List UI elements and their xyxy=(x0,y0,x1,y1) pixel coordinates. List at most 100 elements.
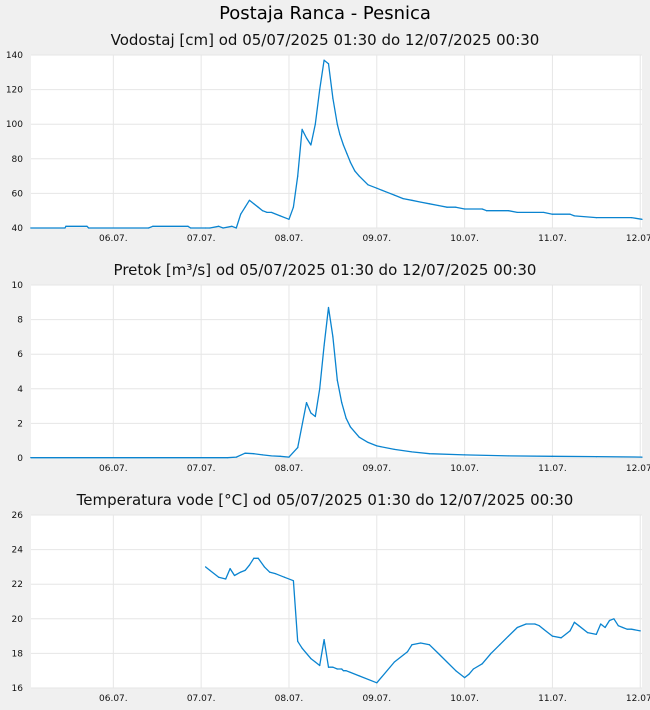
data-point xyxy=(622,626,624,629)
data-point xyxy=(341,668,343,670)
data-point xyxy=(349,161,352,163)
data-point xyxy=(297,447,299,449)
data-point xyxy=(346,153,348,155)
data-point xyxy=(358,175,360,177)
data-point xyxy=(569,630,571,632)
data-point xyxy=(349,426,352,428)
data-point xyxy=(283,576,286,578)
data-point xyxy=(235,456,237,458)
data-point xyxy=(367,441,369,444)
data-point xyxy=(204,227,207,229)
data-point xyxy=(573,215,575,217)
data-point xyxy=(292,206,294,208)
data-point xyxy=(630,217,633,219)
data-point xyxy=(490,652,492,655)
data-point xyxy=(262,210,264,212)
data-point xyxy=(269,571,271,573)
data-point xyxy=(586,632,589,634)
data-point xyxy=(516,626,518,629)
data-point xyxy=(292,580,294,582)
y-tick-label: 18 xyxy=(12,649,24,659)
data-point xyxy=(65,225,67,227)
data-point xyxy=(231,225,233,227)
x-tick-label: 10.07. xyxy=(450,464,479,474)
data-point xyxy=(257,206,259,208)
data-point xyxy=(402,197,404,200)
data-point xyxy=(218,576,220,578)
data-point xyxy=(305,652,308,655)
x-tick-label: 08.07. xyxy=(275,234,304,244)
page-title: Postaja Ranca - Pesnica xyxy=(219,3,431,24)
data-point xyxy=(314,661,316,663)
data-point xyxy=(257,557,259,559)
data-point xyxy=(30,227,32,229)
data-point xyxy=(367,184,369,186)
data-point xyxy=(455,206,457,208)
data-point xyxy=(608,619,611,622)
y-tick-label: 8 xyxy=(17,316,23,326)
data-point xyxy=(411,644,413,646)
y-tick-label: 120 xyxy=(6,86,23,96)
data-point xyxy=(297,175,299,177)
data-point xyxy=(464,454,466,456)
data-point xyxy=(420,642,422,644)
data-point xyxy=(323,59,325,61)
data-point xyxy=(332,97,334,99)
data-point xyxy=(218,225,220,227)
series-line xyxy=(205,557,641,684)
data-point xyxy=(499,644,501,646)
data-point xyxy=(481,663,483,665)
data-point xyxy=(319,664,321,667)
data-point xyxy=(244,452,246,454)
data-point xyxy=(319,89,321,91)
data-point xyxy=(411,451,413,453)
x-tick-label: 06.07. xyxy=(99,694,128,704)
data-point xyxy=(551,213,554,215)
data-point xyxy=(354,170,356,172)
data-point xyxy=(301,128,303,130)
data-point xyxy=(543,628,545,630)
data-point xyxy=(301,647,303,649)
data-point xyxy=(534,623,536,625)
data-point xyxy=(617,625,619,627)
x-tick-label: 09.07. xyxy=(362,464,391,474)
data-point xyxy=(332,336,334,338)
data-point xyxy=(279,455,281,457)
data-point xyxy=(626,628,628,630)
data-point xyxy=(235,227,237,229)
data-point xyxy=(342,144,345,146)
data-point xyxy=(263,566,265,568)
data-point xyxy=(485,210,488,212)
plot-area xyxy=(31,515,642,688)
data-point xyxy=(30,457,32,459)
data-point xyxy=(310,412,312,414)
data-point xyxy=(222,227,224,229)
data-point xyxy=(349,671,352,674)
plot-area xyxy=(31,55,642,228)
data-point xyxy=(406,651,409,653)
data-point xyxy=(551,635,554,637)
y-tick-label: 24 xyxy=(12,546,24,556)
data-point xyxy=(393,194,395,196)
x-tick-label: 10.07. xyxy=(450,694,479,704)
data-point xyxy=(336,379,338,381)
y-tick-label: 2 xyxy=(17,419,23,429)
data-point xyxy=(233,574,236,577)
data-point xyxy=(244,206,246,208)
x-tick-label: 08.07. xyxy=(275,464,304,474)
data-point xyxy=(630,628,633,630)
data-point xyxy=(270,455,273,457)
data-point xyxy=(641,456,643,458)
x-tick-label: 12.07. xyxy=(626,464,650,474)
data-point xyxy=(332,666,334,668)
data-point xyxy=(455,670,457,672)
data-point xyxy=(569,213,571,215)
data-point xyxy=(327,306,330,309)
data-point xyxy=(253,203,255,205)
data-point xyxy=(393,661,395,663)
data-point xyxy=(209,569,211,571)
data-point xyxy=(209,227,211,229)
data-point xyxy=(507,210,510,212)
data-point xyxy=(305,402,308,404)
data-point xyxy=(428,203,431,205)
